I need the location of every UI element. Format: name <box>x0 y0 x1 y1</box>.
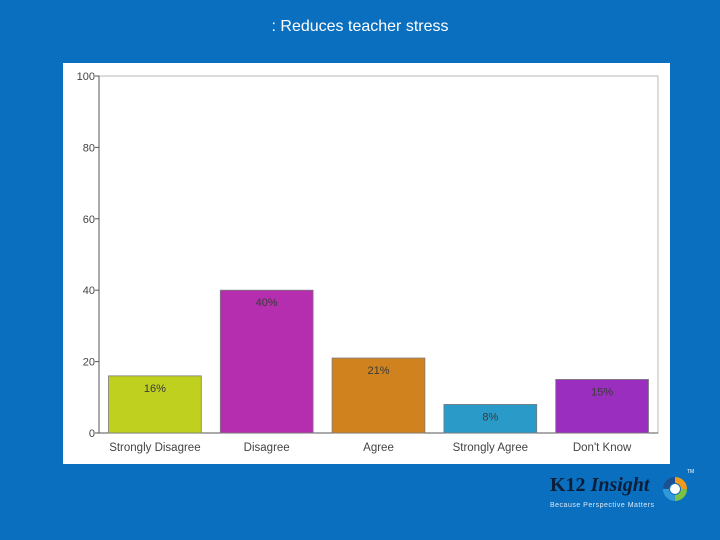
logo-brand-name: Insight <box>590 474 650 496</box>
y-tick-label: 60 <box>83 214 95 226</box>
logo-trademark: TM <box>687 469 695 475</box>
slide-title: : Reduces teacher stress <box>271 18 449 35</box>
logo-ring-icon <box>663 477 687 501</box>
bar <box>555 379 649 434</box>
chart-bars: 16% Strongly Disagree 40% Disagree 21% Agree 8… <box>108 289 649 454</box>
logo-brand-prefix: K12 <box>550 474 586 496</box>
logo-wordmark: K12 Insight <box>550 474 650 497</box>
bar <box>108 375 202 434</box>
data-label: 16% <box>144 383 166 395</box>
x-tick-label: Agree <box>363 442 394 454</box>
y-tick-label: 100 <box>77 71 95 83</box>
x-tick-label: Disagree <box>244 442 290 454</box>
logo-tagline: Because Perspective Matters <box>550 502 655 509</box>
y-tick-label: 40 <box>83 285 95 297</box>
x-tick-label: Strongly Agree <box>453 442 528 454</box>
x-tick-label: Don't Know <box>573 442 632 454</box>
bar-chart: 0 20 40 60 80 100 16% Strongly Disagree 40% Disa… <box>77 71 659 454</box>
bar <box>331 357 426 434</box>
data-label: 8% <box>482 411 498 423</box>
data-label: 21% <box>367 365 389 377</box>
y-tick-label: 0 <box>89 428 95 440</box>
k12-insight-logo: K12 Insight TM Because Perspective Matte… <box>546 468 696 516</box>
bar <box>443 404 538 434</box>
bar-chart-panel: 0 20 40 60 80 100 16% Strongly Disagree 40% Disa… <box>63 63 670 464</box>
y-tick-label: 80 <box>83 142 95 154</box>
x-tick-label: Strongly Disagree <box>109 442 200 454</box>
data-label: 40% <box>256 297 278 309</box>
bar <box>219 289 314 434</box>
data-label: 15% <box>591 386 613 398</box>
y-tick-label: 20 <box>83 357 95 369</box>
